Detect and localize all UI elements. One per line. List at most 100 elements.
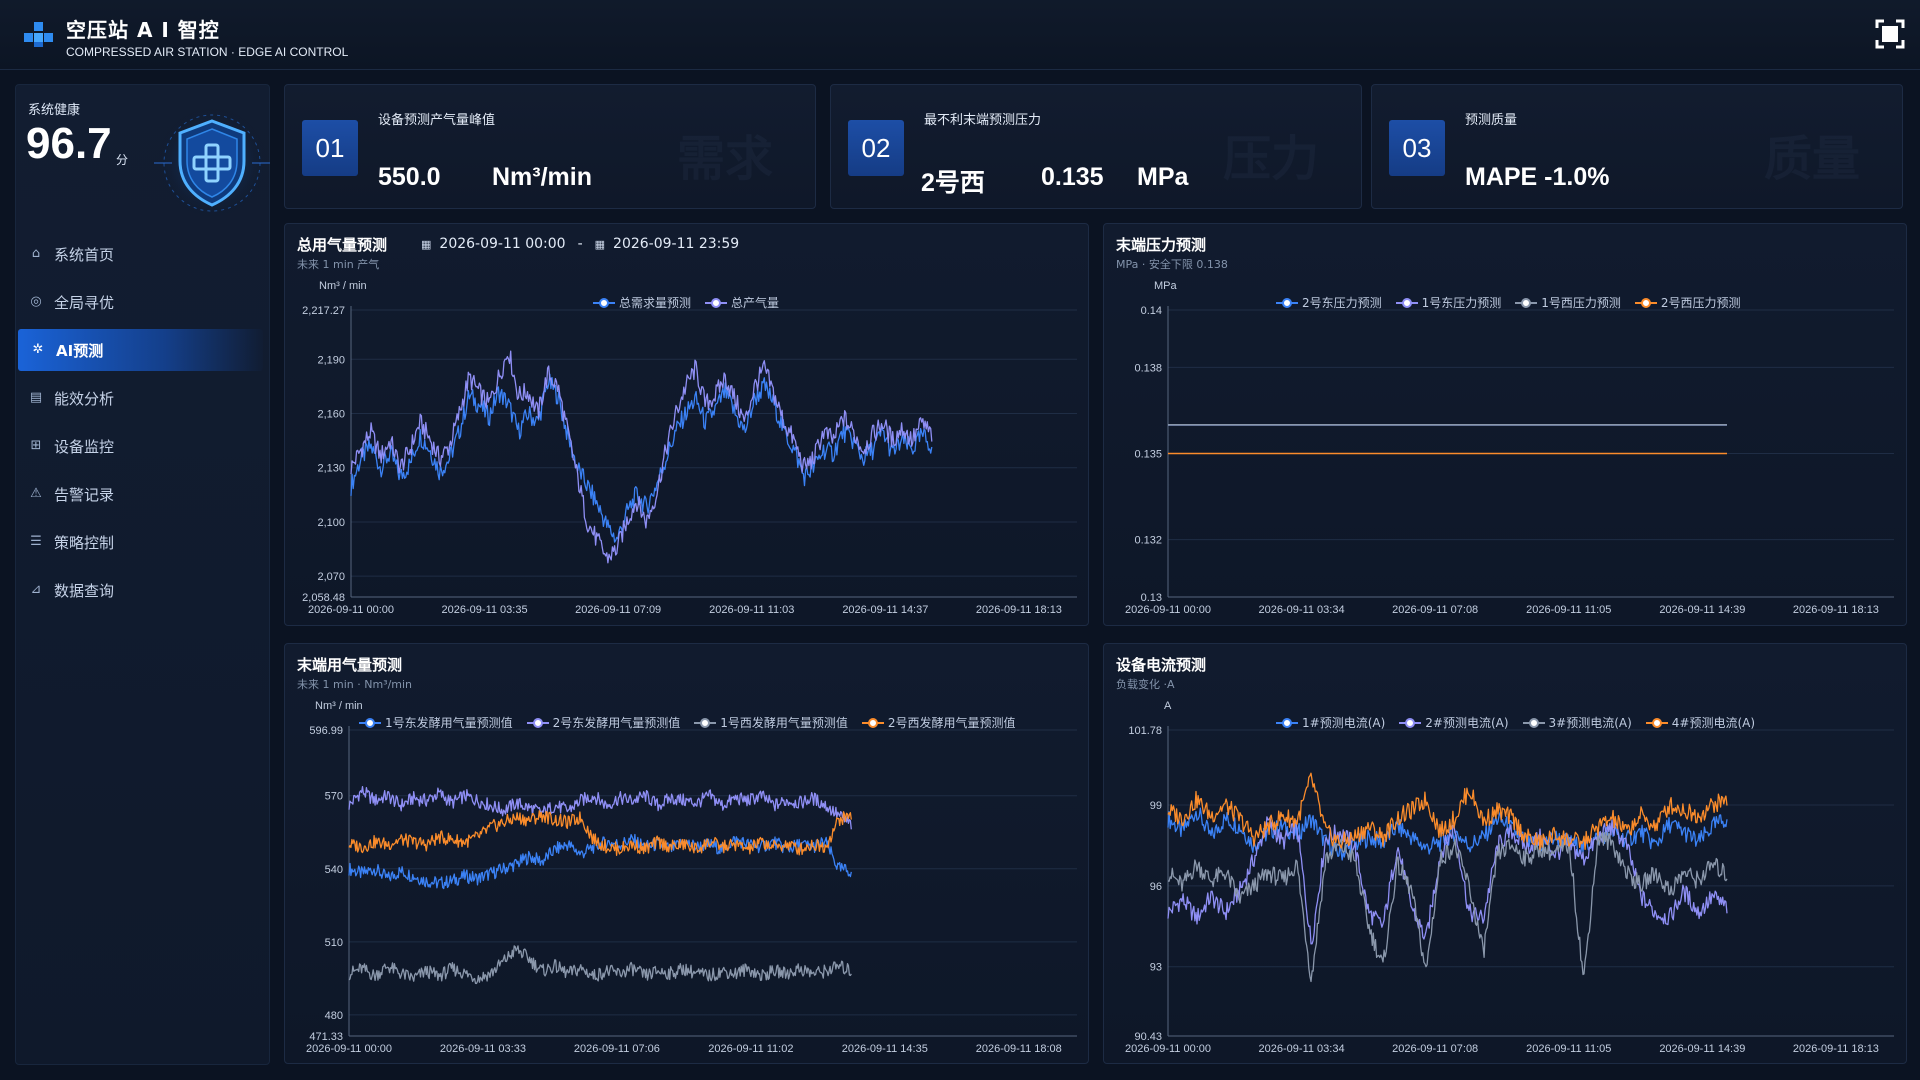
kpi-value: 0.135 <box>1041 163 1104 191</box>
date-from[interactable]: 2026-09-11 00:00 <box>439 236 566 252</box>
x-tick-label: 2026-09-11 14:39 <box>1659 1043 1745 1055</box>
panel-title: 末端压力预测 <box>1116 236 1207 254</box>
shield-icon <box>154 107 270 219</box>
total-air-chart: 2,217.27 2,190 2,160 2,130 2,100 2,070 2,058.4… <box>302 280 1077 616</box>
legend-item[interactable]: 4#预测电流(A) <box>1645 714 1756 731</box>
app-title: 空压站 A I 智控 <box>66 18 220 42</box>
series-line-2 <box>1167 829 1728 983</box>
legend-label: 2#预测电流(A) <box>1425 716 1509 730</box>
sidebar-item-label: 告警记录 <box>54 485 115 504</box>
kpi-location: 2号西 <box>921 169 985 197</box>
legend-marker <box>1645 717 1668 729</box>
legend-label: 2号东发酵用气量预测值 <box>552 716 681 730</box>
sidebar-item-label: 设备监控 <box>54 437 115 456</box>
date-separator: - <box>577 236 583 252</box>
x-tick-label: 2026-09-11 03:34 <box>1259 1043 1345 1055</box>
x-tick-label: 2026-09-11 11:03 <box>709 604 794 616</box>
legend-item[interactable]: 总需求量预测 <box>593 294 691 311</box>
legend-label: 4#预测电流(A) <box>1671 716 1756 730</box>
chart-legend: 1号东发酵用气量预测值 2号东发酵用气量预测值 1号西发酵用气量预测值 2号西发酵用气… <box>359 714 1016 731</box>
kpi-watermark: 压力 <box>1223 131 1320 187</box>
date-to[interactable]: 2026-09-11 23:59 <box>613 236 740 252</box>
x-tick-label: 2026-09-11 18:13 <box>1793 1043 1879 1055</box>
x-tick-label: 2026-09-11 18:13 <box>1793 604 1879 616</box>
health-score: 96.7 <box>26 119 112 168</box>
legend-item[interactable]: 2号东压力预测 <box>1276 294 1382 311</box>
kpi-badge: 02 <box>848 120 904 176</box>
sidebar-item-3[interactable]: ▤ 能效分析 <box>16 377 271 419</box>
legend-marker <box>359 717 381 729</box>
series-line-2 <box>348 945 852 985</box>
sidebar-item-4[interactable]: ⊞ 设备监控 <box>16 425 271 467</box>
sidebar-item-2[interactable]: ✲ AI预测 <box>18 329 263 371</box>
chart-legend: 总需求量预测 总产气量 <box>593 294 779 311</box>
legend-item[interactable]: 2号西发酵用气量预测值 <box>861 714 1016 731</box>
y-tick-label: 2,130 <box>317 463 345 475</box>
calendar-icon: ▦ <box>594 237 606 251</box>
sidebar-item-6[interactable]: ☰ 策略控制 <box>16 521 271 563</box>
logo-icon <box>24 22 53 47</box>
legend-item[interactable]: 1号西压力预测 <box>1515 294 1621 311</box>
kpi-card-quality: 质量 03 预测质量 MAPE -1.0% <box>1371 84 1903 209</box>
x-tick-label: 2026-09-11 00:00 <box>1125 604 1211 616</box>
x-tick-label: 2026-09-11 03:35 <box>442 604 528 616</box>
sliders-icon: ☰ <box>30 534 42 549</box>
x-tick-label: 2026-09-11 00:00 <box>308 604 394 616</box>
target-icon: ◎ <box>30 294 42 309</box>
legend-marker <box>1399 717 1422 729</box>
y-tick-label: 99 <box>1150 800 1162 812</box>
x-tick-label: 2026-09-11 07:08 <box>1392 1043 1478 1055</box>
y-tick-label: 596.99 <box>309 725 343 737</box>
y-axis-title: MPa <box>1154 280 1178 292</box>
x-tick-label: 2026-09-11 07:06 <box>574 1043 660 1055</box>
sidebar-item-5[interactable]: ⚠ 告警记录 <box>16 473 271 515</box>
legend-label: 总需求量预测 <box>619 296 692 310</box>
sidebar-item-0[interactable]: ⌂ 系统首页 <box>16 233 271 275</box>
y-tick-label: 90.43 <box>1134 1031 1162 1043</box>
y-axis-title: A <box>1164 700 1172 712</box>
kpi-card-peak-air: 需求 01 设备预测产气量峰值 550.0 Nm³/min <box>284 84 816 209</box>
y-tick-label: 2,070 <box>317 571 345 583</box>
y-tick-label: 570 <box>325 791 343 803</box>
y-tick-label: 540 <box>325 864 343 876</box>
x-tick-label: 2026-09-11 14:39 <box>1659 604 1745 616</box>
kpi-unit: MPa <box>1137 163 1189 191</box>
panel-total-air-forecast: 2,217.27 2,190 2,160 2,130 2,100 2,070 2,058.4… <box>284 223 1089 626</box>
panel-title: 设备电流预测 <box>1116 656 1207 674</box>
legend-item[interactable]: 总产气量 <box>705 294 779 311</box>
legend-item[interactable]: 1号东发酵用气量预测值 <box>359 714 513 731</box>
legend-item[interactable]: 2号东发酵用气量预测值 <box>526 714 681 731</box>
panel-end-pressure-forecast: 0.14 0.138 0.135 0.132 0.13 2026-09-11 00:00 2… <box>1103 223 1907 626</box>
sidebar-item-1[interactable]: ◎ 全局寻优 <box>16 281 271 323</box>
panel-subtitle: MPa · 安全下限 0.138 <box>1116 258 1228 271</box>
sidebar-item-label: AI预测 <box>56 341 104 360</box>
y-tick-label: 2,100 <box>317 517 345 529</box>
x-tick-label: 2026-09-11 11:02 <box>708 1043 793 1055</box>
kpi-title: 设备预测产气量峰值 <box>378 113 496 128</box>
sidebar-item-7[interactable]: ⊿ 数据查询 <box>16 569 271 611</box>
panel-end-air-forecast: 596.99 570 540 510 480 471.33 2026-09-11 00:00… <box>284 643 1089 1064</box>
legend-item[interactable]: 2#预测电流(A) <box>1399 714 1509 731</box>
series-line-3 <box>1167 772 1728 850</box>
series-line-0 <box>350 373 933 543</box>
legend-marker <box>1276 717 1298 729</box>
legend-item[interactable]: 1号东压力预测 <box>1395 294 1501 311</box>
kpi-badge: 03 <box>1389 120 1445 176</box>
legend-item[interactable]: 2号西压力预测 <box>1634 294 1741 311</box>
legend-item[interactable]: 1#预测电流(A) <box>1276 714 1385 731</box>
sidebar-item-label: 能效分析 <box>54 389 115 408</box>
series-line-1 <box>348 785 852 830</box>
series-line-1 <box>350 350 933 564</box>
kpi-watermark: 需求 <box>677 131 774 187</box>
x-tick-label: 2026-09-11 03:34 <box>1259 604 1345 616</box>
legend-item[interactable]: 1号西发酵用气量预测值 <box>694 714 848 731</box>
chart-legend: 2号东压力预测 1号东压力预测 1号西压力预测 2号西压力预测 <box>1276 294 1741 311</box>
legend-item[interactable]: 3#预测电流(A) <box>1522 714 1632 731</box>
date-range-picker[interactable]: ▦ 2026-09-11 00:00 - ▦ 2026-09-11 23:59 <box>421 236 739 252</box>
y-axis-title: Nm³ / min <box>315 700 363 712</box>
legend-marker <box>705 297 728 309</box>
y-tick-label: 0.138 <box>1134 362 1162 374</box>
fullscreen-icon[interactable] <box>1874 18 1906 50</box>
legend-marker <box>526 717 549 729</box>
